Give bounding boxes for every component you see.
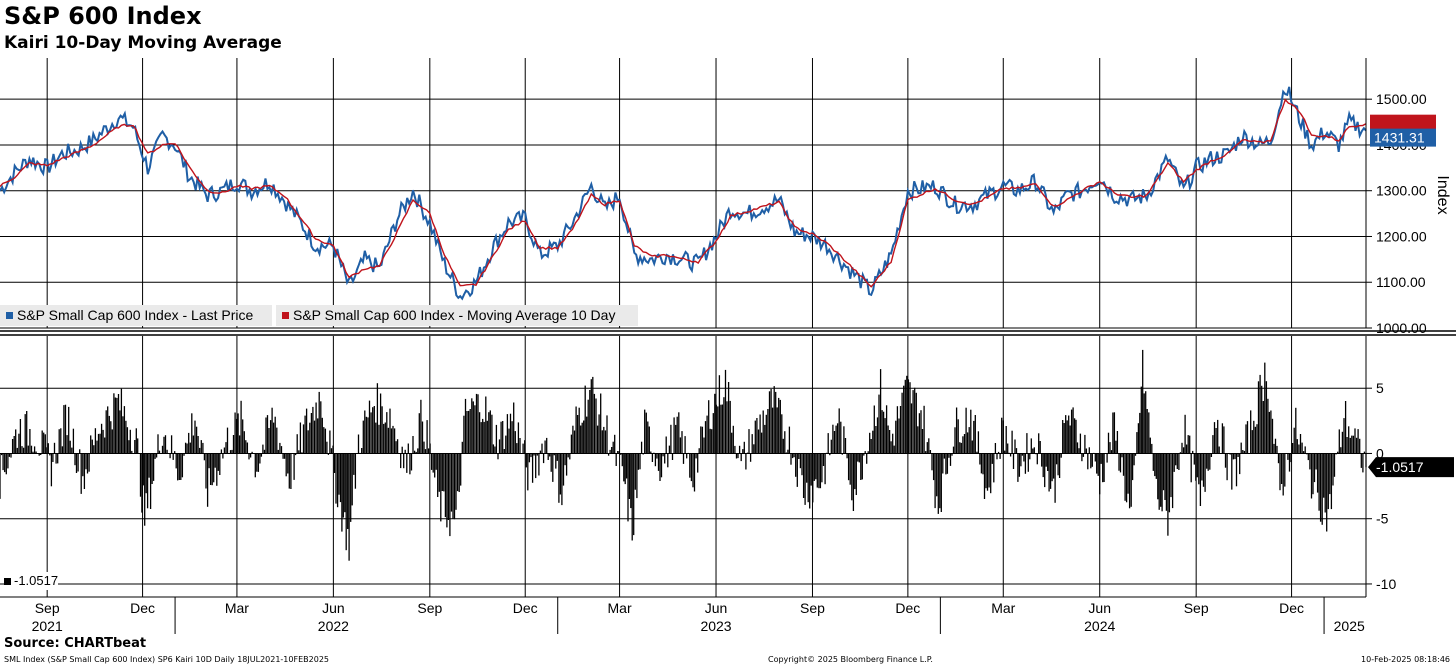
x-tick-year-3: 2024 xyxy=(1084,618,1115,634)
source-note: Source: CHARTbeat xyxy=(4,636,147,651)
x-tick-month-0: Sep xyxy=(35,600,60,616)
x-tick-year-2: 2023 xyxy=(700,618,731,634)
legend-swatch-kairi xyxy=(4,578,11,586)
x-tick-month-9: Dec xyxy=(895,600,920,616)
x-tick-month-11: Jun xyxy=(1088,600,1111,616)
x-tick-month-10: Mar xyxy=(991,600,1015,616)
y-tick-upper-3: 1300.00 xyxy=(1376,183,1427,199)
legend-swatch-price xyxy=(6,312,13,320)
y-tick-lower-1: -5 xyxy=(1376,511,1389,527)
footer-timestamp: 10-Feb-2025 08:18:46 xyxy=(1361,655,1450,664)
x-tick-year-4: 2025 xyxy=(1334,618,1365,634)
chart-title: S&P 600 Index xyxy=(4,2,202,30)
y-tick-upper-2: 1200.00 xyxy=(1376,228,1427,244)
axes: Sep Dec Mar Jun Sep Dec Mar Jun Sep Dec Mar Jun Sep D… xyxy=(0,58,1456,634)
x-tick-month-5: Dec xyxy=(513,600,538,616)
x-tick-month-2: Mar xyxy=(225,600,249,616)
grid-lines xyxy=(0,58,1366,597)
y-tick-upper-5: 1500.00 xyxy=(1376,91,1427,107)
x-tick-month-1: Dec xyxy=(130,600,155,616)
x-tick-month-13: Dec xyxy=(1279,600,1304,616)
legend-last-price: S&P Small Cap 600 Index - Last Price xyxy=(0,305,272,326)
legend-swatch-ma xyxy=(282,312,289,320)
legend-kairi: -1.0517 xyxy=(4,572,59,590)
ma-last-tag xyxy=(1370,114,1436,131)
footer-ticker-note: SML Index (S&P Small Cap 600 Index) SP6 … xyxy=(4,655,329,664)
y-axis-label: Index xyxy=(1434,175,1451,214)
kairi-last-tag xyxy=(1368,457,1454,478)
footer-copyright: Copyright© 2025 Bloomberg Finance L.P. xyxy=(768,655,933,664)
x-tick-month-6: Mar xyxy=(608,600,632,616)
legend-label-price: S&P Small Cap 600 Index - Last Price xyxy=(17,307,254,323)
x-tick-year-0: 2021 xyxy=(32,618,63,634)
y-tick-lower-2: 0 xyxy=(1376,445,1384,461)
x-tick-month-8: Sep xyxy=(800,600,825,616)
x-tick-month-7: Jun xyxy=(705,600,728,616)
legend-label-kairi: -1.0517 xyxy=(14,573,59,588)
price-last-tag xyxy=(1370,128,1436,147)
upper-panel xyxy=(0,86,1367,301)
y-tick-upper-1: 1100.00 xyxy=(1376,274,1426,290)
x-tick-month-12: Sep xyxy=(1184,600,1209,616)
chart-subtitle: Kairi 10-Day Moving Average xyxy=(4,33,282,53)
x-tick-month-4: Sep xyxy=(417,600,442,616)
x-tick-year-1: 2022 xyxy=(318,618,349,634)
y-tick-lower-0: -10 xyxy=(1376,576,1396,592)
x-tick-month-3: Jun xyxy=(322,600,345,616)
legend-moving-average: S&P Small Cap 600 Index - Moving Average… xyxy=(276,305,638,326)
price-last-label: 1431.31 xyxy=(1374,130,1425,146)
moving-average-line xyxy=(0,98,1367,288)
price-line xyxy=(0,86,1367,301)
kairi-last-label: -1.0517 xyxy=(1376,459,1424,475)
y-tick-lower-3: 5 xyxy=(1376,380,1384,396)
y-tick-upper-0: 1000.00 xyxy=(1376,320,1427,336)
legend-label-ma: S&P Small Cap 600 Index - Moving Average… xyxy=(293,307,616,323)
lower-panel xyxy=(0,349,1367,561)
